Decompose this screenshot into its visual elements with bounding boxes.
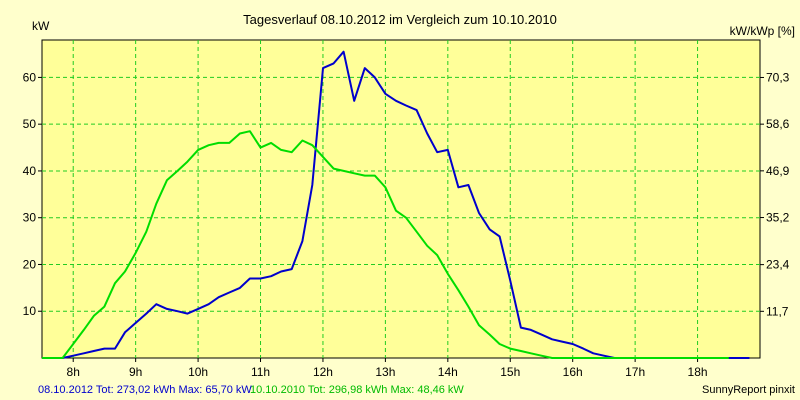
left-axis-label: kW <box>32 19 50 33</box>
y-tick-label-left: 60 <box>23 70 37 84</box>
y-tick-label-right: 46,9 <box>766 164 790 178</box>
x-tick-label: 9h <box>129 365 142 379</box>
footer-credit: SunnyReport pinxit <box>702 384 795 396</box>
y-tick-label-left: 10 <box>23 304 37 318</box>
plot-area <box>41 39 761 359</box>
x-tick-label: 10h <box>188 365 208 379</box>
x-tick-label: 17h <box>625 365 645 379</box>
x-tick-label: 11h <box>251 365 270 379</box>
y-tick-label-right: 11,7 <box>766 304 789 318</box>
y-tick-label-left: 30 <box>23 211 37 225</box>
x-tick-label: 15h <box>500 365 520 379</box>
x-tick-label: 13h <box>375 365 395 379</box>
grid-lines <box>42 40 760 358</box>
footer-series2-summary: 10.10.2010 Tot: 296,98 kWh Max: 48,46 kW <box>250 384 464 396</box>
y-tick-label-left: 50 <box>23 117 37 131</box>
chart-title: Tagesverlauf 08.10.2012 im Vergleich zum… <box>243 12 557 27</box>
x-tick-label: 14h <box>438 365 458 379</box>
y-tick-label-right: 58,6 <box>766 117 790 131</box>
y-tick-label-right: 70,3 <box>766 70 790 84</box>
x-tick-label: 16h <box>563 365 583 379</box>
y-tick-label-right: 23,4 <box>766 258 790 272</box>
footer-series1-summary: 08.10.2012 Tot: 273,02 kWh Max: 65,70 kW <box>38 384 252 396</box>
axis-ticks: 8h 9h 10h 11h 12h 13h 14h 15h 16h 17h 18h 10 20 30 40 5… <box>23 70 790 379</box>
series-line-2 <box>42 130 729 359</box>
y-tick-label-left: 20 <box>23 257 37 271</box>
x-tick-label: 12h <box>313 365 333 379</box>
x-tick-label: 18h <box>688 365 708 379</box>
series-lines <box>42 50 750 359</box>
y-tick-label-left: 40 <box>23 164 37 178</box>
right-axis-label: kW/kWp [%] <box>730 24 795 38</box>
x-tick-label: 8h <box>67 365 80 379</box>
y-tick-label-right: 35,2 <box>766 211 790 225</box>
